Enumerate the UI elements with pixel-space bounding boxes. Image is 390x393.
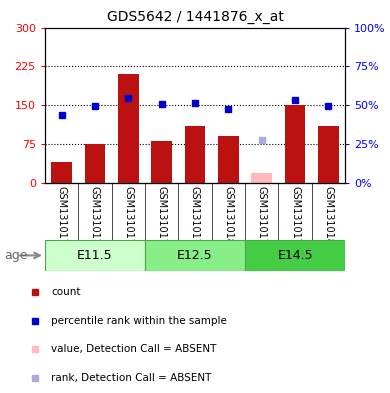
Text: GSM1310173: GSM1310173	[57, 185, 67, 251]
Text: GSM1310180: GSM1310180	[223, 185, 233, 251]
Text: GSM1310174: GSM1310174	[157, 185, 167, 251]
Text: value, Detection Call = ABSENT: value, Detection Call = ABSENT	[51, 344, 216, 354]
Text: E14.5: E14.5	[277, 249, 313, 262]
Text: GSM1310175: GSM1310175	[257, 185, 267, 251]
Text: E12.5: E12.5	[177, 249, 213, 262]
Text: rank, Detection Call = ABSENT: rank, Detection Call = ABSENT	[51, 373, 211, 383]
Text: percentile rank within the sample: percentile rank within the sample	[51, 316, 227, 326]
Text: GSM1310177: GSM1310177	[190, 185, 200, 251]
Text: GSM1310181: GSM1310181	[323, 185, 333, 251]
Text: E11.5: E11.5	[77, 249, 113, 262]
Bar	[285, 105, 305, 183]
Bar	[85, 144, 105, 183]
Text: age: age	[4, 249, 27, 262]
Bar	[252, 173, 272, 183]
Bar	[245, 240, 345, 271]
Text: GDS5642 / 1441876_x_at: GDS5642 / 1441876_x_at	[106, 10, 284, 24]
Bar	[118, 74, 138, 183]
Bar	[218, 136, 239, 183]
Text: GSM1310176: GSM1310176	[90, 185, 100, 251]
Text: count: count	[51, 287, 80, 297]
Bar	[184, 126, 206, 183]
Bar	[318, 126, 339, 183]
Bar	[145, 240, 245, 271]
Text: GSM1310179: GSM1310179	[123, 185, 133, 251]
Bar	[51, 162, 72, 183]
Bar	[151, 141, 172, 183]
Text: GSM1310178: GSM1310178	[290, 185, 300, 251]
Bar	[45, 240, 145, 271]
